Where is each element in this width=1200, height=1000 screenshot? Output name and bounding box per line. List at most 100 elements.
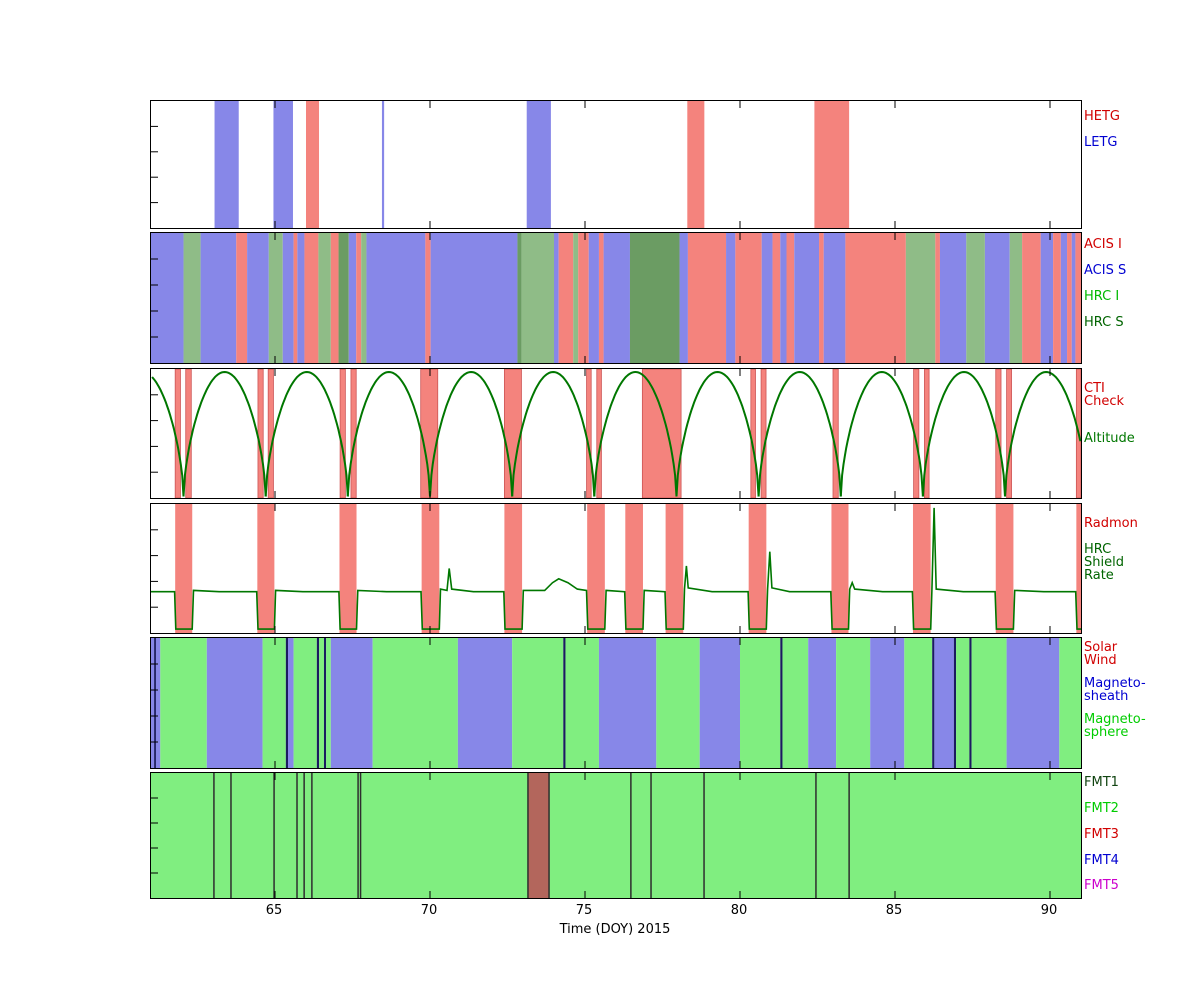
panel-radmon_shield <box>150 503 1082 634</box>
interval-band <box>293 233 298 363</box>
interval-band <box>598 233 604 363</box>
x-tick-label: 75 <box>575 903 593 918</box>
legend-label-instruments-2: HRC I <box>1084 289 1120 304</box>
interval-band <box>372 638 458 768</box>
x-axis-title: Time (DOY) 2015 <box>559 922 671 937</box>
interval-band <box>750 369 756 498</box>
interval-band <box>831 504 849 633</box>
interval-band <box>247 233 269 363</box>
interval-band <box>1006 369 1012 498</box>
interval-band <box>151 233 184 363</box>
legend-label-gratings-0: HETG <box>1084 109 1121 124</box>
interval-band <box>154 638 156 768</box>
interval-band <box>421 504 440 633</box>
interval-band <box>748 504 767 633</box>
altitude-curve <box>264 370 349 497</box>
x-tick-label: 70 <box>420 903 438 918</box>
interval-band <box>953 638 957 768</box>
interval-band <box>304 233 319 363</box>
interval-band <box>823 233 846 363</box>
interval-band <box>995 504 1014 633</box>
hrc-shield-rate-line <box>151 507 1081 630</box>
legend-label-radmon_shield-0: Radmon <box>1084 516 1138 531</box>
interval-band <box>381 101 385 228</box>
interval-band <box>656 638 700 768</box>
interval-band <box>1060 233 1068 363</box>
interval-band <box>966 233 985 363</box>
interval-band <box>430 233 518 363</box>
panel-fmt-canvas <box>151 773 1081 898</box>
interval-band <box>598 638 657 768</box>
legend-label-solar_wind_regions-1: Magneto- sheath <box>1084 676 1146 704</box>
altitude-curve <box>346 370 431 497</box>
interval-band <box>904 638 933 768</box>
fmt-change-line <box>548 773 550 898</box>
interval-band <box>912 504 931 633</box>
interval-band <box>819 233 824 363</box>
interval-band <box>956 638 970 768</box>
interval-band <box>457 638 513 768</box>
interval-band <box>282 233 294 363</box>
interval-band <box>629 233 680 363</box>
interval-band <box>257 369 264 498</box>
interval-band <box>814 101 850 228</box>
interval-band <box>504 504 523 633</box>
interval-band <box>780 638 783 768</box>
interval-band <box>356 233 362 363</box>
interval-band <box>794 233 820 363</box>
interval-band <box>808 638 837 768</box>
legend-label-fmt-1: FMT2 <box>1084 801 1119 816</box>
panel-radmon_shield-canvas <box>151 504 1081 633</box>
interval-band <box>924 369 930 498</box>
altitude-curve <box>151 376 185 497</box>
interval-band <box>318 233 331 363</box>
interval-band <box>679 233 688 363</box>
interval-band <box>200 233 237 363</box>
panel-solar_wind_regions-canvas <box>151 638 1081 768</box>
altitude-curve <box>593 370 678 497</box>
interval-band <box>273 101 293 228</box>
interval-band <box>782 638 809 768</box>
x-tick-label: 90 <box>1040 903 1058 918</box>
interval-band <box>316 638 320 768</box>
interval-band <box>268 233 283 363</box>
panel-cti_altitude-canvas <box>151 369 1081 498</box>
fmt-change-line <box>213 773 215 898</box>
interval-band <box>934 638 954 768</box>
interval-band <box>526 101 551 228</box>
interval-band <box>1006 638 1060 768</box>
interval-band <box>527 773 550 898</box>
fmt-change-line <box>650 773 652 898</box>
panel-cti_altitude <box>150 368 1082 499</box>
altitude-curve <box>757 370 842 497</box>
fmt-change-line <box>303 773 305 898</box>
interval-band <box>262 638 286 768</box>
panel-solar_wind_regions <box>150 637 1082 769</box>
interval-band <box>772 233 781 363</box>
interval-band <box>339 369 346 498</box>
interval-band <box>297 233 305 363</box>
interval-band <box>971 638 1007 768</box>
panel-gratings-canvas <box>151 101 1051 228</box>
interval-band <box>425 233 431 363</box>
panel-instruments <box>150 232 1082 364</box>
interval-band <box>554 233 559 363</box>
legend-label-solar_wind_regions-2: Magneto- sphere <box>1084 712 1146 740</box>
interval-band <box>1053 233 1061 363</box>
interval-band <box>236 233 248 363</box>
altitude-curve <box>1004 370 1081 497</box>
interval-band <box>740 638 781 768</box>
legend-label-solar_wind_regions-0: Solar Wind <box>1084 640 1118 668</box>
interval-band <box>1075 233 1081 363</box>
x-tick-label: 85 <box>885 903 903 918</box>
interval-band <box>603 233 630 363</box>
interval-band <box>735 233 762 363</box>
interval-band <box>185 369 192 498</box>
legend-label-cti_altitude-1: Altitude <box>1084 431 1135 446</box>
interval-band <box>323 638 327 768</box>
fmt-change-line <box>630 773 632 898</box>
interval-band <box>587 504 605 633</box>
interval-band <box>306 101 320 228</box>
interval-band <box>339 504 357 633</box>
